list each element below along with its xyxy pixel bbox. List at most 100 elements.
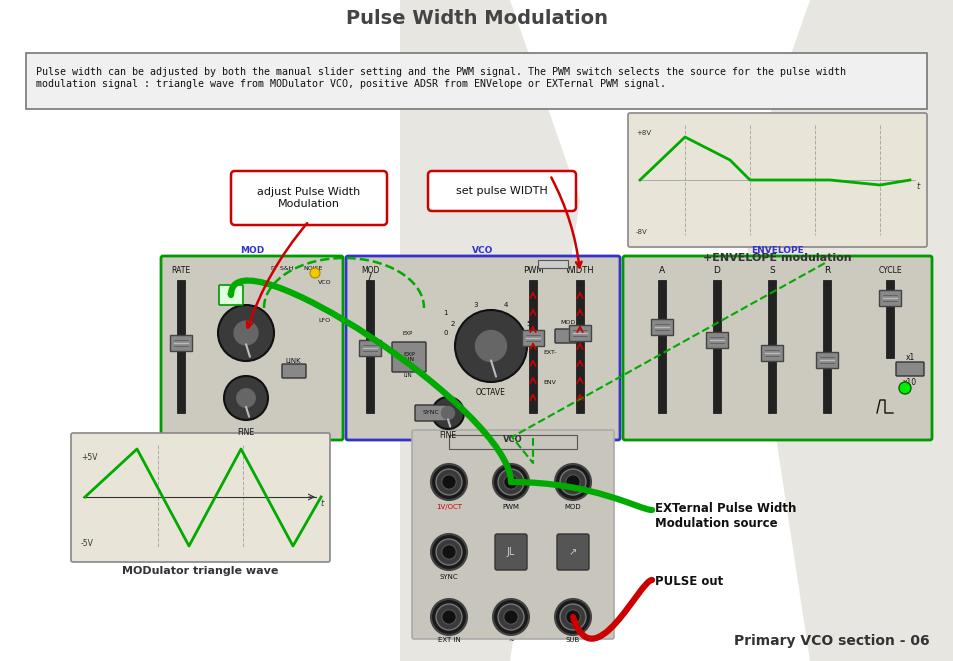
- Text: S: S: [768, 266, 774, 275]
- Text: PWM: PWM: [522, 266, 543, 275]
- Text: JL: JL: [506, 547, 515, 557]
- FancyBboxPatch shape: [358, 340, 380, 356]
- Circle shape: [555, 599, 590, 635]
- Text: NOISE: NOISE: [303, 266, 322, 271]
- Circle shape: [235, 388, 255, 408]
- Text: 0: 0: [443, 330, 448, 336]
- Circle shape: [436, 469, 461, 495]
- FancyBboxPatch shape: [822, 280, 830, 413]
- Circle shape: [497, 469, 523, 495]
- FancyBboxPatch shape: [161, 256, 343, 440]
- FancyBboxPatch shape: [415, 405, 447, 421]
- FancyBboxPatch shape: [760, 345, 782, 361]
- Text: x1: x1: [904, 353, 914, 362]
- Text: EXP
LIN: EXP LIN: [403, 352, 415, 362]
- Polygon shape: [399, 0, 953, 661]
- Circle shape: [555, 464, 590, 500]
- Text: FINE: FINE: [237, 428, 254, 437]
- Text: MOD: MOD: [239, 246, 264, 255]
- FancyBboxPatch shape: [627, 113, 926, 247]
- Text: set pulse WIDTH: set pulse WIDTH: [456, 186, 547, 196]
- Text: R: R: [823, 266, 829, 275]
- Text: FINE: FINE: [439, 431, 456, 440]
- Text: VCO: VCO: [472, 246, 493, 255]
- Circle shape: [493, 599, 529, 635]
- FancyBboxPatch shape: [495, 534, 526, 570]
- FancyBboxPatch shape: [428, 171, 576, 211]
- FancyBboxPatch shape: [712, 280, 720, 413]
- Circle shape: [233, 321, 258, 346]
- Text: ↗: ↗: [568, 547, 577, 557]
- Circle shape: [475, 330, 507, 362]
- Text: ENVELOPE: ENVELOPE: [750, 246, 803, 255]
- Text: MOD: MOD: [564, 504, 580, 510]
- Circle shape: [436, 604, 461, 630]
- Text: CYCLE: CYCLE: [878, 266, 901, 275]
- FancyBboxPatch shape: [576, 280, 583, 413]
- Text: SYNC: SYNC: [422, 410, 439, 416]
- Text: x10: x10: [902, 378, 916, 387]
- FancyBboxPatch shape: [885, 280, 893, 358]
- FancyBboxPatch shape: [219, 285, 243, 305]
- Circle shape: [224, 376, 268, 420]
- Text: ∼: ∼: [508, 637, 514, 643]
- Text: LIN: LIN: [403, 373, 412, 378]
- Circle shape: [431, 599, 467, 635]
- FancyBboxPatch shape: [537, 260, 567, 268]
- Circle shape: [431, 534, 467, 570]
- Text: adjust Pulse Width
Modulation: adjust Pulse Width Modulation: [257, 187, 360, 209]
- Circle shape: [441, 610, 456, 624]
- Text: Pulse Width Modulation: Pulse Width Modulation: [346, 9, 607, 28]
- Text: MOD: MOD: [559, 321, 575, 325]
- Text: +5V: +5V: [81, 453, 97, 462]
- Text: SUB: SUB: [565, 637, 579, 643]
- Text: EXTernal Pulse Width
Modulation source: EXTernal Pulse Width Modulation source: [655, 502, 796, 530]
- Circle shape: [559, 469, 585, 495]
- FancyBboxPatch shape: [895, 362, 923, 376]
- Text: D: D: [713, 266, 720, 275]
- FancyBboxPatch shape: [231, 171, 387, 225]
- FancyBboxPatch shape: [622, 256, 931, 440]
- Circle shape: [565, 475, 579, 489]
- Text: ΓΓ S&H: ΓΓ S&H: [271, 266, 294, 271]
- Circle shape: [503, 475, 517, 489]
- Text: WIDTH: WIDTH: [565, 266, 594, 275]
- Text: Primary VCO section - 06: Primary VCO section - 06: [734, 634, 929, 648]
- Text: MODulator triangle wave: MODulator triangle wave: [122, 566, 278, 576]
- Text: ENV: ENV: [542, 381, 556, 385]
- Text: EXT-: EXT-: [542, 350, 556, 356]
- FancyBboxPatch shape: [412, 430, 614, 639]
- Circle shape: [559, 604, 585, 630]
- Circle shape: [436, 539, 461, 565]
- FancyBboxPatch shape: [521, 330, 543, 346]
- FancyBboxPatch shape: [705, 332, 727, 348]
- Text: OCTAVE: OCTAVE: [476, 388, 505, 397]
- Text: +8V: +8V: [636, 130, 651, 136]
- Circle shape: [431, 464, 467, 500]
- FancyBboxPatch shape: [878, 290, 900, 306]
- Text: TYPE: TYPE: [236, 413, 255, 422]
- FancyBboxPatch shape: [568, 325, 590, 341]
- Text: LFO: LFO: [317, 318, 330, 323]
- Text: +ENVELOPE modulation: +ENVELOPE modulation: [702, 253, 850, 263]
- FancyBboxPatch shape: [529, 280, 537, 413]
- FancyBboxPatch shape: [282, 364, 306, 378]
- Text: -8V: -8V: [636, 229, 647, 235]
- Circle shape: [497, 604, 523, 630]
- Circle shape: [310, 268, 319, 278]
- FancyBboxPatch shape: [346, 256, 619, 440]
- Circle shape: [493, 464, 529, 500]
- Text: -5V: -5V: [81, 539, 93, 548]
- Text: SYNC: SYNC: [439, 574, 457, 580]
- Text: 5: 5: [526, 321, 531, 327]
- Text: EXP: EXP: [402, 331, 413, 336]
- Circle shape: [440, 406, 455, 420]
- FancyBboxPatch shape: [71, 433, 330, 562]
- Text: EXT IN: EXT IN: [437, 637, 460, 643]
- Text: 4: 4: [503, 301, 508, 307]
- Circle shape: [218, 305, 274, 361]
- Text: 3: 3: [474, 301, 477, 307]
- FancyBboxPatch shape: [555, 329, 577, 343]
- Circle shape: [455, 310, 526, 382]
- Text: VCO: VCO: [317, 280, 332, 285]
